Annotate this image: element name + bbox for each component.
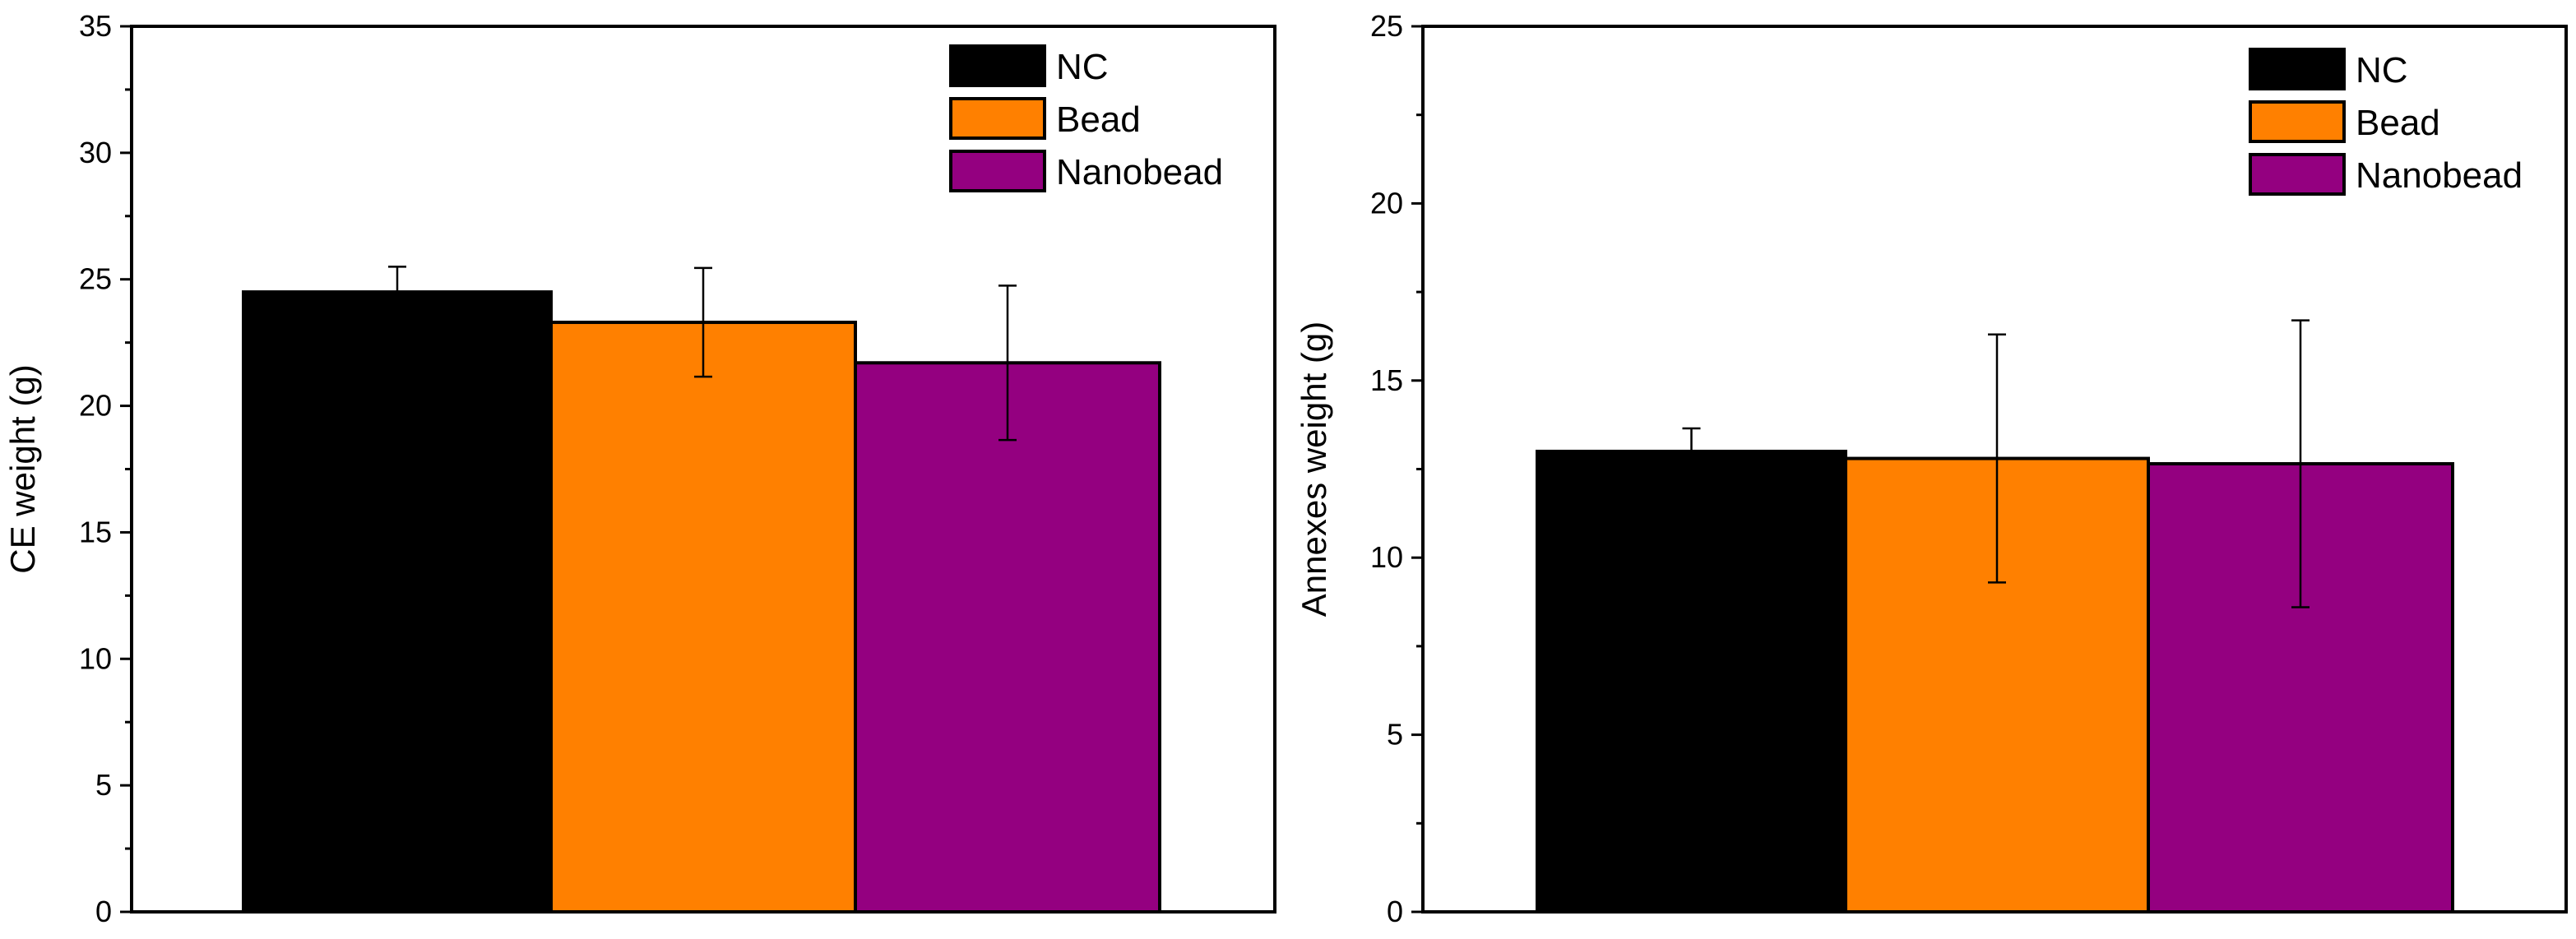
error-bar-nc <box>1682 427 1701 476</box>
bar-nanobead <box>854 361 1161 914</box>
legend-label-bead: Bead <box>1056 99 1141 140</box>
error-bar-nc <box>388 266 406 319</box>
error-bar-bead <box>694 266 712 378</box>
y-tick-label: 20 <box>79 389 112 423</box>
y-tick-label: 0 <box>1387 895 1403 928</box>
chart-panel-2: 0 5 10 15 20 25 Annexes weight (g) NC Bead Nanobe… <box>1295 9 2568 928</box>
bar-nc <box>242 290 553 914</box>
error-bar-nanobead <box>998 284 1017 442</box>
error-bar-bead <box>1988 333 2006 584</box>
y-tick-label: 15 <box>79 515 112 548</box>
chart-panel-1: 0 5 10 15 20 25 30 35 CE weight (g) NC Bead Nanobea… <box>3 9 1276 928</box>
legend-label-nanobead: Nanobead <box>2356 155 2523 196</box>
y-tick-label: 25 <box>79 262 112 296</box>
legend-swatch-nc <box>2249 48 2346 90</box>
y-axis-label: Annexes weight (g) <box>1295 321 1333 618</box>
y-tick-label: 10 <box>1370 540 1403 574</box>
legend: NC Bead Nanobead <box>949 44 1223 192</box>
legend-label-nc: NC <box>1056 47 1109 87</box>
error-bar-nanobead <box>2291 319 2310 608</box>
y-tick-label: 5 <box>1387 718 1403 752</box>
y-tick-label: 20 <box>1370 186 1403 220</box>
bar-nc <box>1536 449 1847 914</box>
y-tick-label: 0 <box>95 895 112 928</box>
bar-bead <box>549 321 857 914</box>
legend-label-bead: Bead <box>2356 103 2440 143</box>
legend-swatch-nc <box>949 44 1046 87</box>
legend: NC Bead Nanobead <box>2249 48 2523 196</box>
y-tick-label: 10 <box>79 641 112 675</box>
legend-swatch-nanobead <box>949 150 1046 192</box>
legend-swatch-bead <box>2249 100 2346 143</box>
y-tick-label: 25 <box>1370 9 1403 43</box>
y-axis-label: CE weight (g) <box>3 364 42 573</box>
legend-label-nc: NC <box>2356 50 2408 90</box>
legend-swatch-nanobead <box>2249 153 2346 196</box>
legend-label-nanobead: Nanobead <box>1056 152 1223 192</box>
y-tick-label: 15 <box>1370 363 1403 397</box>
y-tick-label: 30 <box>79 136 112 169</box>
legend-swatch-bead <box>949 97 1046 140</box>
y-tick-label: 5 <box>95 768 112 802</box>
y-tick-label: 35 <box>79 9 112 43</box>
